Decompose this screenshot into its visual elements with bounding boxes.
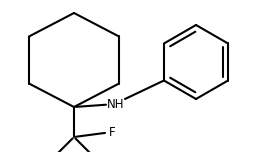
Text: NH: NH [107, 97, 125, 111]
Text: F: F [109, 126, 115, 138]
